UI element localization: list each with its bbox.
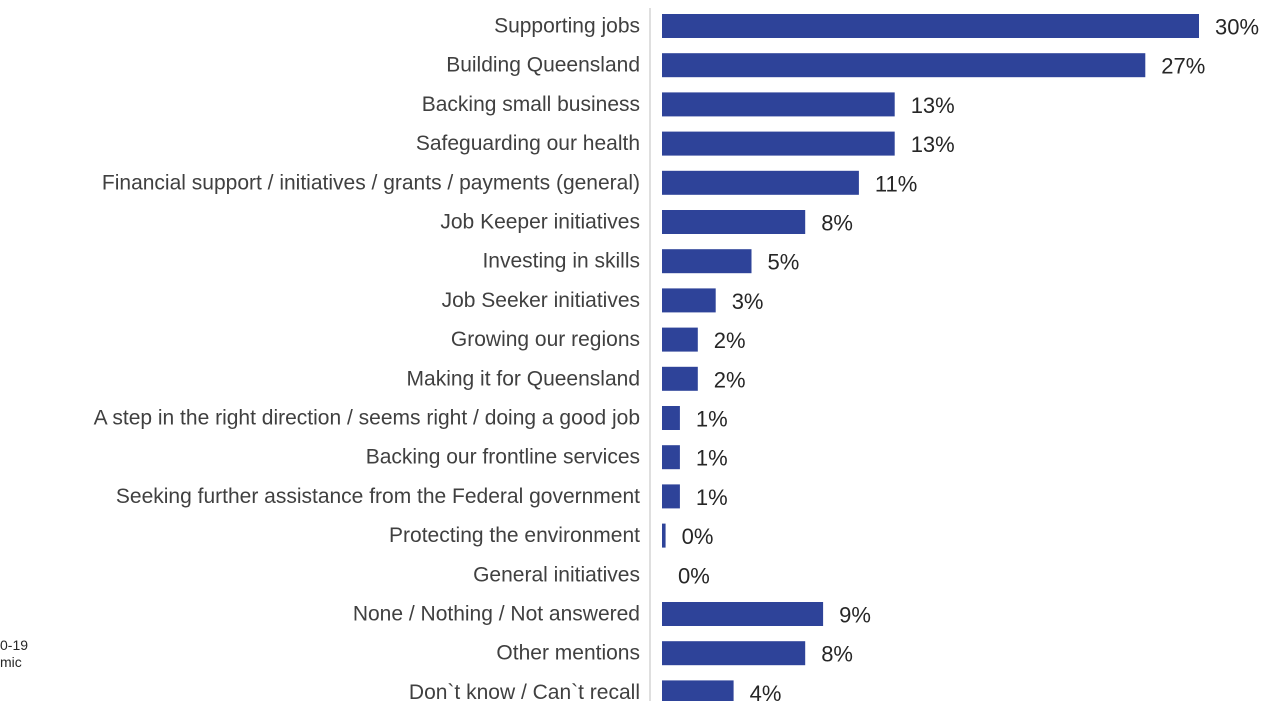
side-note-line-2: mic bbox=[0, 654, 22, 670]
category-label: Growing our regions bbox=[451, 328, 640, 351]
category-labels: Supporting jobs Building Queensland Backin… bbox=[94, 15, 640, 701]
category-label: Job Seeker initiatives bbox=[442, 289, 640, 312]
bar bbox=[662, 53, 1146, 78]
value-label: 1% bbox=[696, 407, 728, 432]
bar bbox=[662, 641, 806, 666]
category-label: Job Keeper initiatives bbox=[440, 211, 640, 234]
bar bbox=[662, 327, 698, 352]
category-label: Investing in skills bbox=[482, 250, 640, 273]
bar bbox=[662, 523, 666, 548]
value-label: 30% bbox=[1215, 15, 1259, 40]
bar bbox=[662, 288, 716, 313]
bar bbox=[662, 366, 698, 391]
value-label: 11% bbox=[875, 171, 917, 196]
side-note: 0-19 mic bbox=[0, 637, 28, 671]
category-label: Making it for Queensland bbox=[407, 367, 640, 390]
value-label: 8% bbox=[821, 211, 853, 236]
bar bbox=[662, 680, 734, 701]
bar bbox=[662, 14, 1199, 38]
bar bbox=[662, 602, 824, 626]
value-label: 9% bbox=[839, 603, 871, 628]
category-label: Financial support / initiatives / grants… bbox=[102, 171, 640, 194]
bar bbox=[662, 406, 680, 430]
category-label: General initiatives bbox=[473, 563, 640, 586]
category-label: Other mentions bbox=[496, 642, 640, 665]
value-label: 8% bbox=[821, 642, 853, 667]
value-label: 1% bbox=[696, 485, 728, 510]
category-label: Supporting jobs bbox=[494, 15, 640, 38]
value-label: 4% bbox=[750, 681, 782, 701]
bar bbox=[662, 170, 859, 195]
side-note-line-1: 0-19 bbox=[0, 637, 29, 653]
category-label: Safeguarding our health bbox=[416, 132, 640, 155]
category-label: Backing small business bbox=[422, 93, 640, 116]
bar bbox=[662, 484, 680, 509]
category-label: Building Queensland bbox=[446, 54, 640, 77]
category-label: Protecting the environment bbox=[389, 524, 640, 547]
category-label: Seeking further assistance from the Fede… bbox=[116, 485, 640, 508]
bars bbox=[662, 14, 1199, 701]
category-label: Backing our frontline services bbox=[366, 446, 640, 469]
category-label: Don`t know / Can`t recall bbox=[409, 681, 640, 701]
value-label: 0% bbox=[678, 563, 710, 588]
value-label: 3% bbox=[732, 289, 764, 314]
bar bbox=[662, 445, 680, 470]
value-label: 27% bbox=[1161, 54, 1205, 79]
bar bbox=[662, 92, 895, 117]
value-labels: 30% 27% 13% 13% 11% 8% 5%3% 2% 2% 1% 1% 1% 0% 0% 9% 8% 4… bbox=[678, 15, 1259, 701]
bar bbox=[662, 131, 895, 156]
value-label: 13% bbox=[911, 93, 955, 118]
value-label: 5% bbox=[768, 250, 800, 275]
value-label: 0% bbox=[682, 524, 714, 549]
bar bbox=[662, 249, 752, 274]
value-label: 13% bbox=[911, 132, 955, 157]
value-label: 2% bbox=[714, 328, 746, 353]
value-label: 1% bbox=[696, 446, 728, 471]
bar bbox=[662, 210, 806, 234]
value-label: 2% bbox=[714, 367, 746, 392]
category-label: A step in the right direction / seems ri… bbox=[94, 407, 640, 430]
category-label: None / Nothing / Not answered bbox=[353, 603, 640, 626]
